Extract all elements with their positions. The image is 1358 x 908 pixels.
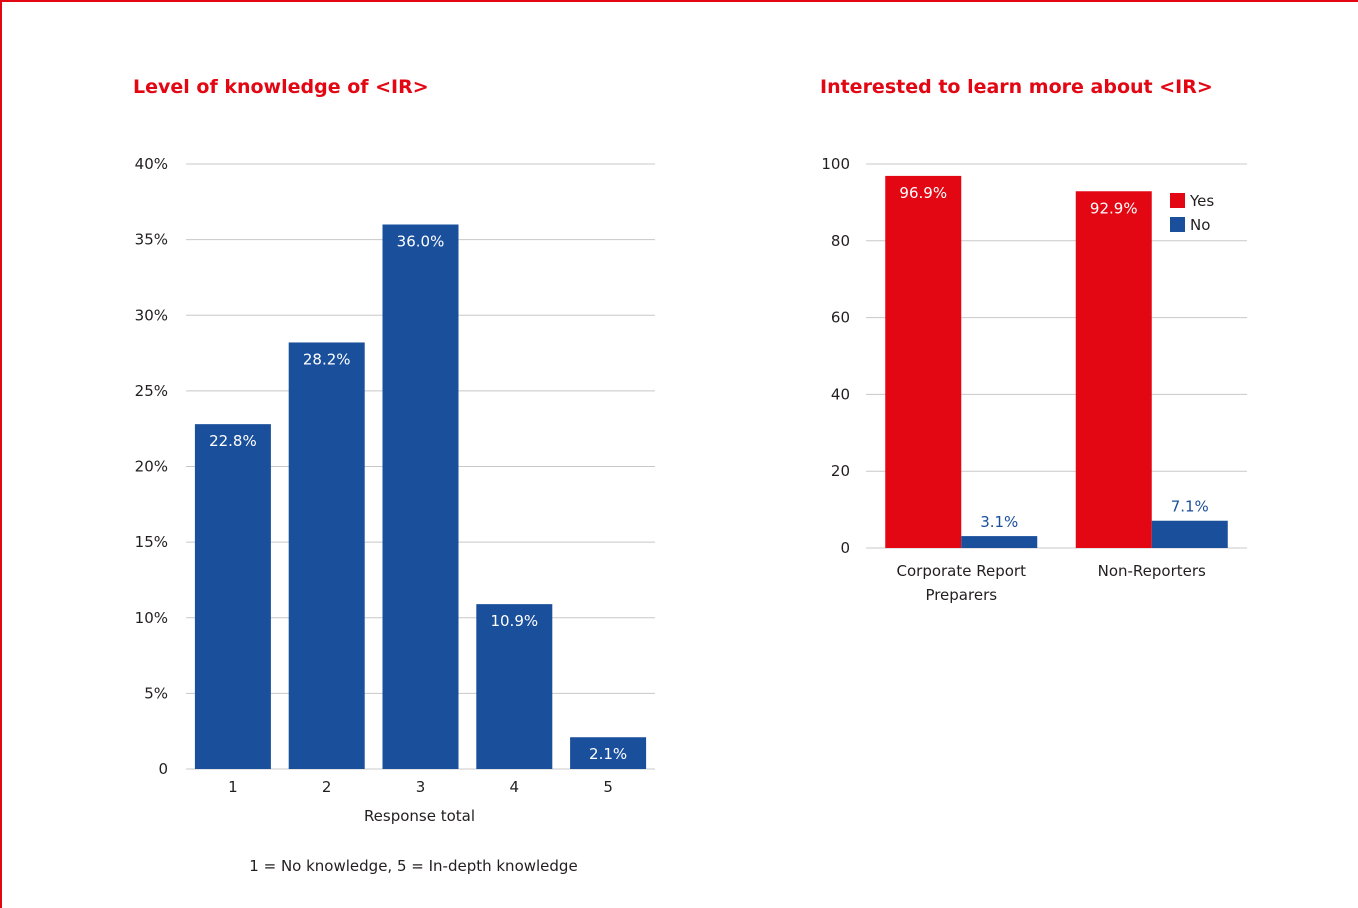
bar-value-label: 92.9% bbox=[1090, 199, 1138, 217]
knowledge-bar-chart: 0 5% 10% 15% 20% 25% 30% 35% 40% 22.8% 1 28.2% 2 36.0… bbox=[135, 155, 655, 875]
bar-no bbox=[1151, 520, 1228, 548]
bar bbox=[194, 424, 271, 769]
x-tick-label: Corporate Report bbox=[897, 562, 1027, 580]
x-tick-label: 3 bbox=[416, 778, 426, 796]
x-tick-label: 1 bbox=[228, 778, 238, 796]
y-tick-label: 25% bbox=[135, 382, 168, 400]
bar-yes bbox=[885, 175, 962, 549]
y-tick-label: 35% bbox=[135, 231, 168, 249]
y-tick-label: 15% bbox=[135, 533, 168, 551]
legend-label-yes: Yes bbox=[1189, 192, 1214, 210]
bar bbox=[382, 224, 459, 769]
y-tick-label: 40 bbox=[831, 385, 850, 403]
bar-no bbox=[961, 536, 1038, 548]
y-tick-label: 30% bbox=[135, 306, 168, 324]
y-tick-label: 5% bbox=[144, 684, 168, 702]
bar-yes bbox=[1075, 191, 1152, 548]
chart-title-interest: Interested to learn more about <IR> bbox=[820, 76, 1213, 98]
y-tick-label: 60 bbox=[831, 309, 850, 327]
y-tick-label: 0 bbox=[840, 539, 850, 557]
bar-value-label: 7.1% bbox=[1171, 498, 1209, 516]
x-axis-label: Response total bbox=[364, 807, 475, 825]
x-tick-label: 2 bbox=[322, 778, 332, 796]
y-tick-label: 20 bbox=[831, 462, 850, 480]
bar-value-label: 10.9% bbox=[490, 612, 538, 630]
y-tick-label: 10% bbox=[135, 609, 168, 627]
bar-value-label: 22.8% bbox=[209, 432, 257, 450]
x-tick-label: 5 bbox=[603, 778, 613, 796]
chart-footnote: 1 = No knowledge, 5 = In-depth knowledge bbox=[249, 857, 577, 875]
x-tick-label: Non-Reporters bbox=[1098, 562, 1206, 580]
y-tick-label: 80 bbox=[831, 232, 850, 250]
bar-value-label: 28.2% bbox=[303, 350, 351, 368]
y-tick-label: 20% bbox=[135, 458, 168, 476]
bar bbox=[570, 737, 647, 769]
bar-value-label: 2.1% bbox=[589, 745, 627, 763]
y-tick-label: 0 bbox=[158, 760, 168, 778]
legend-swatch-no bbox=[1170, 217, 1185, 232]
x-tick-label: 4 bbox=[510, 778, 520, 796]
bar-value-label: 3.1% bbox=[980, 513, 1018, 531]
y-tick-label: 40% bbox=[135, 155, 168, 173]
bar-value-label: 36.0% bbox=[397, 233, 445, 251]
x-tick-label: Preparers bbox=[925, 586, 997, 604]
y-tick-label: 100 bbox=[821, 155, 850, 173]
legend-swatch-yes bbox=[1170, 193, 1185, 208]
bar bbox=[476, 604, 553, 769]
chart-title-knowledge: Level of knowledge of <IR> bbox=[133, 76, 429, 98]
legend-label-no: No bbox=[1190, 216, 1210, 234]
bar-value-label: 96.9% bbox=[899, 184, 947, 202]
bar bbox=[288, 342, 365, 769]
interest-grouped-bar-chart: 0 20 40 60 80 100 96.9% 3.1% Corporate Report Pre… bbox=[821, 155, 1247, 604]
